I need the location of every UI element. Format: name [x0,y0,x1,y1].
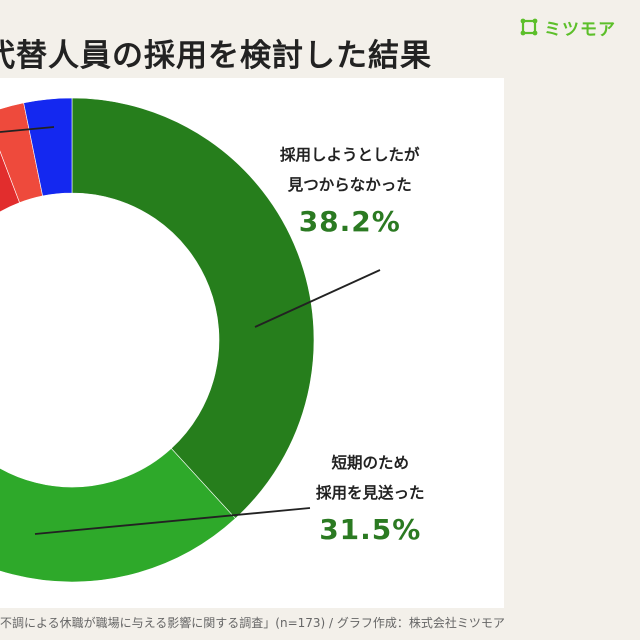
slice-value-label: 31.5% [319,513,422,546]
brand-mark-icon [520,18,538,36]
donut-slice-1 [71,97,315,519]
donut-slice-2 [0,447,236,583]
brand-name: ミツモア [544,19,616,40]
slice-annotation-2: 短期のため 採用を見送った 31.5% [316,448,425,552]
leader-line-3 [0,126,55,133]
slice-label-line: 採用を見送った [316,484,425,502]
leader-line-2 [34,507,311,535]
slice-annotation-1: 採用しようとしたが 見つからなかった 38.2% [280,140,420,244]
leader-line-1 [254,269,381,328]
source-footer: 不調による休職が職場に与える影響に関する調査」(n=173) / グラフ作成：株… [0,616,505,630]
donut-slice-3 [0,150,20,213]
donut-slice-5 [23,97,73,197]
slice-value-label: 38.2% [298,205,401,238]
slice-label-line: 採用しようとしたが [280,146,420,164]
chart-title: 代替人員の採用を検討した結果 [0,38,432,74]
brand-logo: ミツモア [520,14,616,40]
slice-label-line: 短期のため [331,454,410,472]
slice-label-line: 見つからなかった [287,176,412,194]
